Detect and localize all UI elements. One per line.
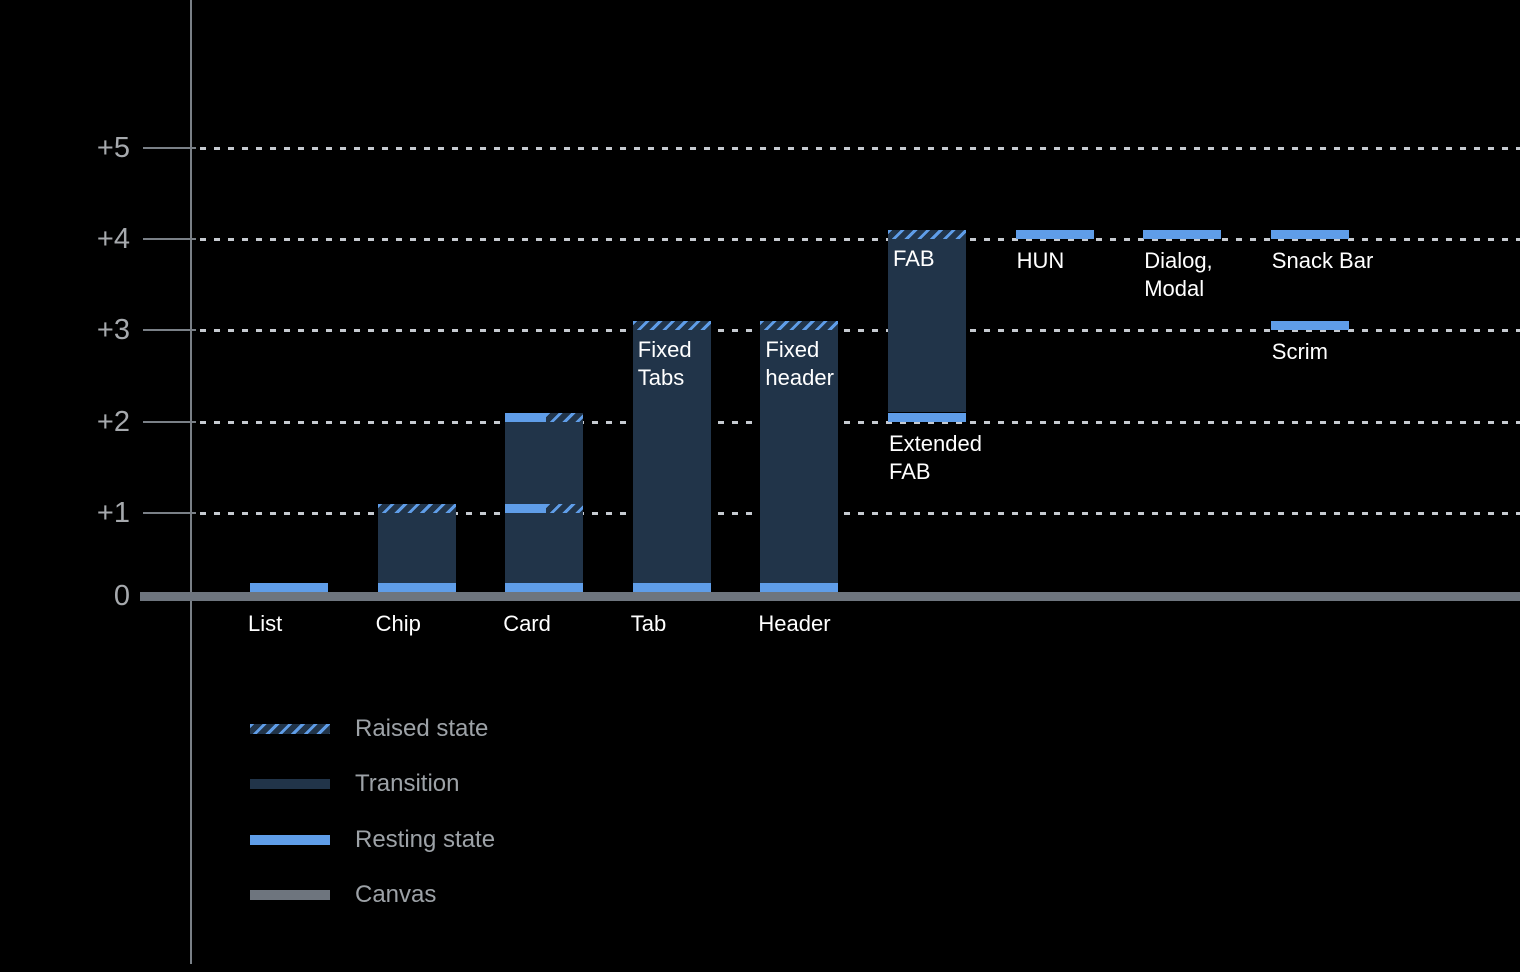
inner-label-tab: Fixed Tabs: [637, 337, 692, 391]
category-label-header: Header: [758, 611, 831, 636]
category-label-chip: Chip: [375, 611, 421, 636]
gridline-1: [200, 511, 1520, 515]
below-label-scrim: Scrim: [1271, 339, 1329, 365]
segment-raised-header: [760, 321, 839, 331]
canvas-baseline: [140, 592, 1520, 601]
below-label-snack-bar: Snack Bar: [1271, 248, 1374, 274]
segment-resting-dialog-modal: [1143, 230, 1222, 240]
segment-resting-snack-bar: [1270, 230, 1349, 240]
segment-resting-list: [250, 583, 328, 593]
y-tick-4: [143, 238, 196, 241]
split-raised-card: [545, 503, 584, 513]
segment-resting-extended-fab: [888, 412, 966, 422]
segment-resting-header: [760, 583, 839, 593]
below-label-dialog-modal: Dialog, Modal: [1144, 248, 1213, 302]
segment-resting-card: [505, 583, 584, 593]
gridline-2: [200, 420, 1520, 424]
segment-raised-extended-fab: [888, 230, 966, 240]
legend-label-canvas: Canvas: [355, 881, 437, 909]
segment-transition-tab: [632, 330, 711, 583]
below-label-hun: HUN: [1016, 248, 1065, 274]
legend-item-raised-state: Raised state: [250, 717, 488, 741]
y-tick-label-+2: +2: [96, 405, 130, 438]
y-tick-3: [143, 329, 196, 332]
category-label-card: Card: [503, 611, 551, 636]
segment-resting-scrim: [1270, 321, 1349, 331]
split-raised-card: [545, 412, 584, 422]
legend-swatch-transition: [250, 779, 330, 790]
segment-transition-card: [505, 512, 584, 583]
legend-swatch-canvas: [250, 890, 330, 901]
inner-label-header: Fixed header: [765, 337, 834, 391]
y-tick-2: [143, 420, 196, 423]
segment-resting-chip: [377, 583, 456, 593]
category-label-tab: Tab: [630, 611, 667, 636]
segment-split-card: [505, 503, 584, 513]
segment-raised-tab: [632, 321, 711, 331]
inner-label-extended-fab: FAB: [893, 246, 935, 272]
segment-transition-chip: [377, 512, 456, 583]
segment-transition-card: [505, 421, 584, 504]
y-axis-line: [190, 0, 192, 964]
split-resting-card: [505, 412, 546, 422]
legend-swatch-raised-state: [250, 724, 330, 734]
segment-raised-chip: [377, 503, 456, 513]
y-tick-label-+3: +3: [96, 314, 130, 347]
segment-transition-extended-fab: [888, 239, 966, 413]
y-tick-label-+1: +1: [96, 496, 130, 529]
split-resting-card: [505, 503, 546, 513]
y-tick-1: [143, 511, 196, 514]
legend-label-resting-state: Resting state: [355, 825, 496, 853]
y-tick-label-+5: +5: [96, 132, 130, 164]
segment-resting-hun: [1015, 230, 1094, 240]
legend-item-canvas: Canvas: [250, 883, 436, 907]
y-tick-label-+4: +4: [96, 223, 130, 256]
category-label-list: List: [248, 611, 283, 636]
y-tick-5: [143, 147, 196, 149]
legend-label-raised-state: Raised state: [355, 715, 489, 742]
gridline-5: [200, 147, 1520, 150]
legend-label-transition: Transition: [355, 770, 460, 798]
legend-item-transition: Transition: [250, 772, 459, 796]
y-tick-label-0: 0: [113, 580, 130, 612]
legend-swatch-resting-state: [250, 834, 330, 845]
segment-transition-header: [760, 330, 839, 583]
gridline-4: [200, 238, 1520, 242]
segment-split-card: [505, 412, 584, 422]
below-label-extended-fab: Extended FAB: [889, 430, 982, 484]
segment-resting-tab: [632, 583, 711, 593]
gridline-3: [200, 329, 1520, 333]
legend-item-resting-state: Resting state: [250, 825, 496, 853]
